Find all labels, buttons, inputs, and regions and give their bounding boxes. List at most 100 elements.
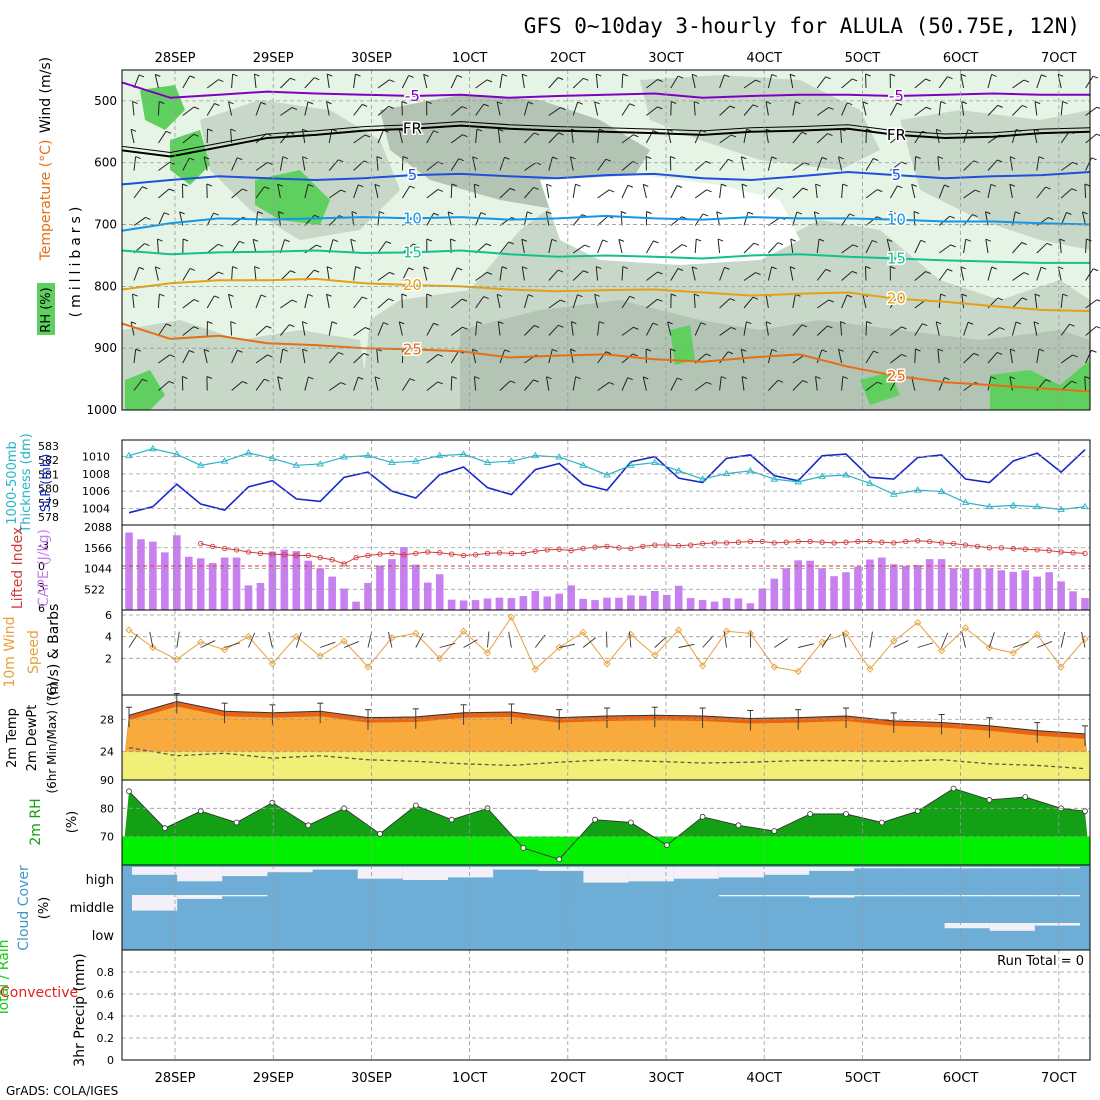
wind-barb [132,294,135,309]
rh2m-low-band [122,836,1090,865]
lifted-index-point [257,550,264,557]
wind-barb [642,376,647,391]
wind-barb-tick [849,213,855,217]
wind-barb [670,244,683,254]
wind-barb [328,189,342,199]
lifted-index-point [305,552,311,559]
wind-barb-tick [821,156,828,160]
wind-barb [133,349,137,364]
wind-barb-tick [846,102,853,106]
rh2m-point [305,822,312,829]
wind-barb [767,266,773,281]
wind-barb-tick [771,348,778,352]
wind-barb [326,294,330,309]
wind-barb-tick [677,268,684,271]
wind-barb-tick [925,271,931,275]
wind-barb [499,188,511,199]
wind-barb [328,159,339,171]
rh2m-point [269,799,276,806]
wind-barb [157,131,167,144]
wind-barb [792,101,796,116]
wind-barb-tick [142,378,148,382]
wind-barb-tick [166,323,172,327]
wind-barb-tick [1041,266,1047,270]
lifted-index-point [413,550,419,557]
wind-barb-tick [937,348,944,352]
cape-bar [842,572,850,610]
wind-barb-tick [338,351,344,355]
lifted-index-point [723,540,730,546]
wind-barb [426,213,435,226]
wind-barb-tick [458,158,464,162]
wind-barb [426,130,434,144]
wind-barb [865,240,873,254]
rh-moist-region [860,372,900,405]
wind-barb [1009,184,1013,199]
wind-barb [935,129,940,144]
wind-speed-point [412,629,420,638]
wind-barb-tick [307,293,314,297]
wind-barb-tick [622,266,629,269]
wind-barb-tick [670,293,677,297]
pressure-tick-500: 500 [94,94,117,108]
wind-barb-tick [168,380,175,384]
wind-barb [743,79,756,89]
wind-barb-tick [1072,354,1078,358]
wind-barb [865,189,878,199]
wind-speed-point [292,633,300,641]
lifted-index-point [341,561,347,567]
wind-barb [938,268,948,281]
wind-barb [595,74,599,89]
wind-barb-tick [314,77,320,81]
wind-barb-tick [558,324,564,328]
wind-barb-tick [383,322,389,326]
wind-barb-tick [838,156,844,160]
wind-barb-tick [242,188,248,192]
wind-barb-tick [486,79,493,83]
temp-contour-label: 5 [892,166,902,184]
wind-barb-tick [302,128,308,132]
wind-barb [621,353,634,364]
wind-barb-tick [936,128,942,132]
wind-barb-tick [670,348,676,352]
cloud-bar-high [628,867,674,882]
wind-barb-10m [248,632,256,648]
wind-barb-tick [1034,101,1041,105]
wind-barb [667,129,672,144]
wind-barb-tick [278,211,284,215]
wind-barb [914,348,916,364]
cloud-bar-low [1034,923,1080,926]
wind-barb-10m [1013,641,1029,648]
wind-barb-tick [1021,105,1028,108]
wind-barb [1060,131,1070,144]
wind-barb [862,294,867,309]
wind-barb-tick [206,376,213,379]
cape-bar [483,598,492,610]
wind-barb [1060,323,1070,336]
wind-barb [719,184,722,199]
rh2m-point [628,819,634,826]
wind-barb-tick [290,77,296,81]
wind-barb-tick [872,239,878,243]
wind-barb-tick [472,348,478,352]
wind-barb-tick [911,183,917,187]
cape-bar [937,559,946,610]
precip-panel [121,949,1091,1061]
wind-barb-tick [706,189,712,193]
wind-barb-10m [582,637,596,648]
wind-barb-tick [132,293,138,297]
wind-barb [475,129,478,144]
wind-barb-tick [257,211,263,215]
bottom-date-6OCT: 6OCT [943,1071,979,1086]
cape-bar [1033,576,1041,610]
wind-barb-tick [825,76,831,80]
wind-barb [521,266,525,281]
wind-barb [548,156,553,171]
wind-barb [182,326,195,336]
rh2m-point [663,842,670,849]
temp-contour-label: 10 [403,209,422,227]
precip-tick-0.6: 0.6 [97,988,115,1001]
wind-barb [302,349,306,364]
wind-barb [328,382,342,391]
wind-barb [572,102,579,116]
